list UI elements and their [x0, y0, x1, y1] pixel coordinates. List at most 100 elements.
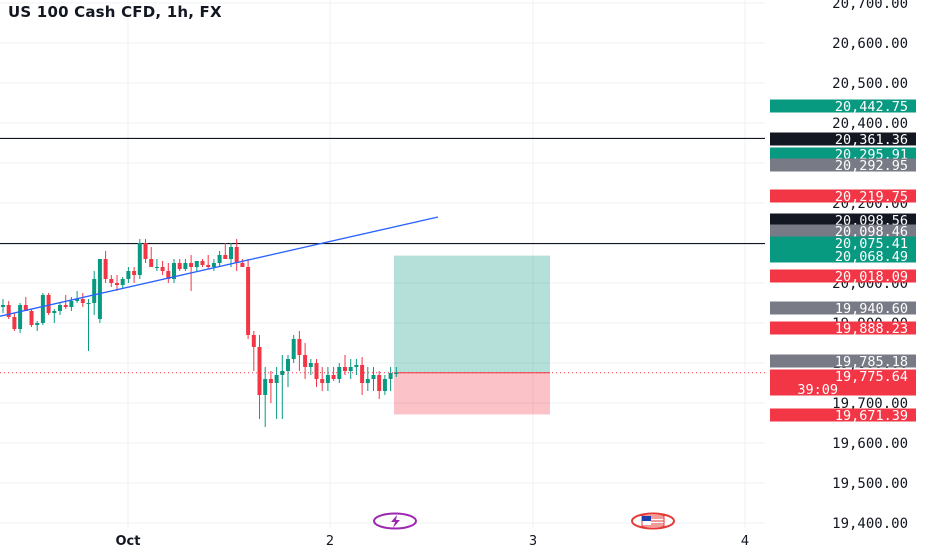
position-zones	[394, 255, 550, 415]
price-tag-label: 20,361.36	[835, 132, 908, 148]
price-tag[interactable]	[770, 132, 916, 146]
candle-body	[120, 279, 125, 285]
candle-body	[40, 295, 45, 323]
price-tag-label: 19,940.60	[835, 301, 908, 317]
price-tag-label: 19,671.39	[835, 408, 908, 424]
time-axis-label: 2	[326, 534, 334, 549]
candle-body	[263, 379, 268, 395]
price-axis-label: 19,500.00	[832, 476, 908, 492]
candle-body	[109, 279, 114, 283]
profit-zone[interactable]	[394, 255, 550, 373]
price-axis-label: 20,400.00	[832, 116, 908, 132]
candle-body	[29, 311, 34, 325]
candle-body	[371, 375, 376, 379]
candle-body	[343, 367, 347, 371]
candle-body	[69, 301, 74, 307]
candle-body	[154, 267, 159, 268]
candle-body	[6, 305, 11, 317]
price-tag[interactable]	[770, 99, 916, 113]
price-tag-label: 19,775.64	[835, 369, 908, 385]
price-tag-label: 20,442.75	[835, 99, 908, 115]
countdown-label: 39:09	[797, 382, 838, 398]
price-tag-label: 20,292.95	[835, 158, 908, 174]
candle-body	[365, 379, 370, 383]
price-tag-label: 20,219.75	[835, 189, 908, 205]
chart-grid	[0, 0, 765, 528]
price-tag[interactable]	[770, 321, 916, 335]
candle-body	[223, 255, 228, 259]
candle-body	[246, 267, 251, 335]
candle-body	[189, 263, 194, 267]
candle-body	[1, 305, 5, 307]
candle-body	[240, 263, 245, 267]
candle-body	[63, 305, 68, 307]
price-axis-label: 20,500.00	[832, 76, 908, 92]
time-axis: Oct 2 3 4	[116, 534, 750, 549]
candle-body	[320, 379, 325, 383]
candle-body	[286, 359, 290, 371]
price-tag[interactable]	[770, 224, 916, 238]
candle-body	[80, 299, 85, 303]
price-tag[interactable]	[770, 158, 916, 172]
candle-body	[388, 373, 393, 379]
price-axis-label: 19,700.00	[832, 396, 908, 412]
horizontal-lines	[0, 137, 765, 374]
candle-body	[229, 247, 233, 259]
candle-body	[348, 367, 353, 371]
price-axis-label: 20,700.00	[832, 0, 908, 12]
drawing-overlay	[0, 216, 439, 317]
lightning-icon[interactable]	[373, 512, 417, 530]
candle-body	[257, 347, 262, 395]
price-tag-label: 19,888.23	[835, 321, 908, 337]
candle-body	[103, 259, 108, 279]
trendline[interactable]	[0, 216, 439, 317]
price-axis: 20,700.00 20,600.00 20,500.00 20,400.0020,3…	[832, 0, 908, 532]
candle-body	[303, 355, 308, 367]
candle-body	[137, 243, 142, 275]
symbol-title[interactable]: US 100 Cash CFD, 1h, FX	[8, 3, 222, 21]
candle-body	[194, 261, 199, 267]
price-tag-label: 19,785.18	[835, 354, 908, 370]
candle-body	[377, 375, 382, 391]
price-tag-label: 20,018.09	[835, 269, 908, 285]
candle-body	[58, 305, 62, 311]
candle-body	[337, 367, 342, 379]
candle-body	[35, 323, 40, 325]
price-tag[interactable]	[770, 236, 916, 250]
candle-body	[211, 263, 216, 267]
candle-body	[23, 305, 28, 311]
candle-body	[97, 259, 102, 319]
candle-body	[382, 379, 387, 391]
price-tag[interactable]	[770, 301, 916, 315]
us-flag-icon[interactable]	[631, 512, 675, 530]
price-tags: 20,442.7520,361.3620,295.9120,292.9520,2…	[770, 99, 916, 424]
price-tag[interactable]	[770, 369, 916, 396]
price-tag[interactable]	[770, 408, 916, 422]
candle-body	[297, 339, 302, 355]
price-tag[interactable]	[770, 189, 916, 203]
event-markers	[373, 512, 675, 530]
candle-body	[86, 303, 91, 304]
candle-body	[206, 265, 211, 267]
price-tag[interactable]	[770, 354, 916, 368]
candle-body	[291, 339, 296, 359]
price-axis-label: 20,600.00	[832, 36, 908, 52]
candle-body	[314, 363, 319, 379]
price-tag[interactable]	[770, 213, 916, 227]
candle-body	[132, 271, 137, 275]
candle-body	[308, 363, 313, 367]
candle-body	[92, 279, 97, 303]
candle-body	[160, 267, 165, 271]
price-tag-label: 20,098.46	[835, 224, 908, 240]
price-tag[interactable]	[770, 249, 916, 263]
candle-body	[126, 271, 131, 279]
candle-body	[177, 263, 182, 269]
candle-body	[149, 259, 154, 267]
candle-body	[12, 317, 17, 329]
price-tag[interactable]	[770, 269, 916, 283]
time-axis-label: 3	[529, 534, 537, 549]
price-tag[interactable]	[770, 147, 916, 161]
loss-zone[interactable]	[394, 372, 550, 415]
